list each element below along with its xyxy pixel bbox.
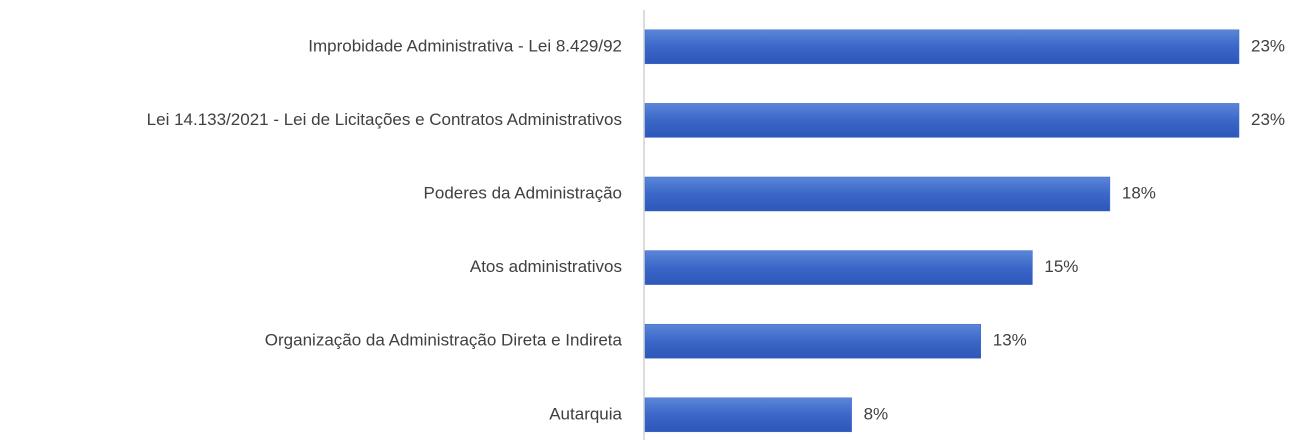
value-label: 18% bbox=[1122, 183, 1156, 202]
category-label: Lei 14.133/2021 - Lei de Licitações e Co… bbox=[147, 110, 622, 129]
value-label: 15% bbox=[1044, 257, 1078, 276]
value-label: 13% bbox=[993, 331, 1027, 350]
bar bbox=[644, 250, 1033, 285]
category-label: Atos administrativos bbox=[470, 257, 622, 276]
category-label: Organização da Administração Direta e In… bbox=[265, 331, 623, 350]
bar bbox=[644, 29, 1240, 65]
bar bbox=[644, 323, 981, 359]
value-label: 23% bbox=[1251, 110, 1285, 129]
category-label: Improbidade Administrativa - Lei 8.429/9… bbox=[308, 36, 622, 55]
category-label: Poderes da Administração bbox=[424, 183, 622, 202]
bar bbox=[644, 176, 1111, 212]
category-label: Autarquia bbox=[549, 404, 622, 423]
value-label: 23% bbox=[1251, 36, 1285, 55]
bar bbox=[644, 397, 852, 433]
bar bbox=[644, 103, 1240, 138]
value-label: 8% bbox=[864, 404, 889, 423]
